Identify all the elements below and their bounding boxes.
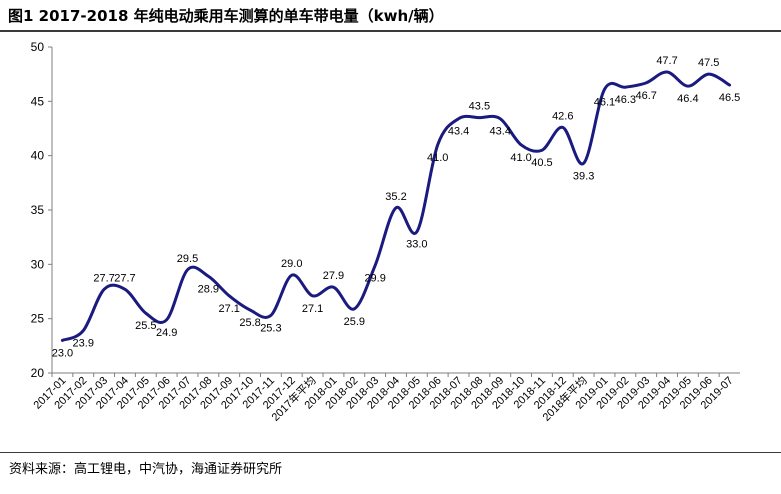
data-label: 27.7: [114, 272, 135, 284]
line-chart: 20 25 30 35 40 45 50 2017-012017-022017-032017…: [31, 40, 741, 424]
data-label: 46.1: [594, 96, 615, 108]
data-label: 29.5: [177, 253, 198, 265]
data-label: 25.8: [239, 317, 260, 329]
data-label: 47.7: [656, 55, 677, 67]
data-label: 46.7: [635, 90, 656, 102]
title-divider: [0, 30, 781, 32]
footer-divider: [0, 452, 781, 453]
data-label: 27.1: [302, 303, 323, 315]
series-line: [60, 70, 732, 342]
data-label: 28.9: [198, 283, 219, 295]
chart-axes: [48, 46, 740, 377]
data-label: 33.0: [406, 239, 427, 251]
data-label: 41.0: [427, 152, 448, 164]
data-label: 46.4: [677, 93, 698, 105]
data-label: 43.5: [469, 101, 490, 113]
y-tick-labels: 20 25 30 35 40 45 50: [31, 40, 45, 380]
y-tick-label: 35: [31, 203, 45, 217]
data-label: 27.7: [93, 272, 114, 284]
data-labels: 23.023.927.7 27.725.524.929.528.927.125.8…: [52, 55, 741, 359]
data-label: 42.6: [552, 110, 573, 122]
data-label: 47.5: [698, 57, 719, 69]
data-label: 29.0: [281, 258, 302, 270]
data-label: 43.4: [490, 126, 511, 138]
data-label: 27.1: [219, 303, 240, 315]
data-label: 23.0: [52, 347, 73, 359]
data-label: 39.3: [573, 170, 594, 182]
data-label: 40.5: [531, 157, 552, 169]
y-tick-label: 30: [31, 257, 45, 271]
data-label: 25.9: [344, 316, 365, 328]
y-tick-label: 25: [31, 312, 45, 326]
source-note: 资料来源：高工锂电，中汽协，海通证券研究所: [9, 462, 283, 477]
data-label: 24.9: [156, 327, 177, 339]
data-label: 25.5: [135, 320, 156, 332]
chart-title: 图1 2017-2018 年纯电动乘用车测算的单车带电量（kwh/辆）: [8, 7, 444, 25]
title-bar: 图1 2017-2018 年纯电动乘用车测算的单车带电量（kwh/辆）: [0, 0, 781, 30]
data-label: 46.5: [719, 92, 740, 104]
data-label: 27.9: [323, 270, 344, 282]
y-tick-label: 20: [31, 366, 45, 380]
data-label: 29.9: [364, 272, 385, 284]
x-tick-labels: 2017-012017-022017-032017-042017-052017-…: [32, 373, 736, 424]
data-label: 35.2: [385, 191, 406, 203]
data-label: 43.4: [448, 126, 469, 138]
data-label: 23.9: [73, 338, 94, 350]
y-tick-label: 45: [31, 94, 45, 108]
y-tick-label: 40: [31, 149, 45, 163]
data-label: 25.3: [260, 322, 281, 334]
y-tick-label: 50: [31, 40, 45, 54]
data-label: 41.0: [510, 152, 531, 164]
data-label: 46.3: [615, 94, 636, 106]
